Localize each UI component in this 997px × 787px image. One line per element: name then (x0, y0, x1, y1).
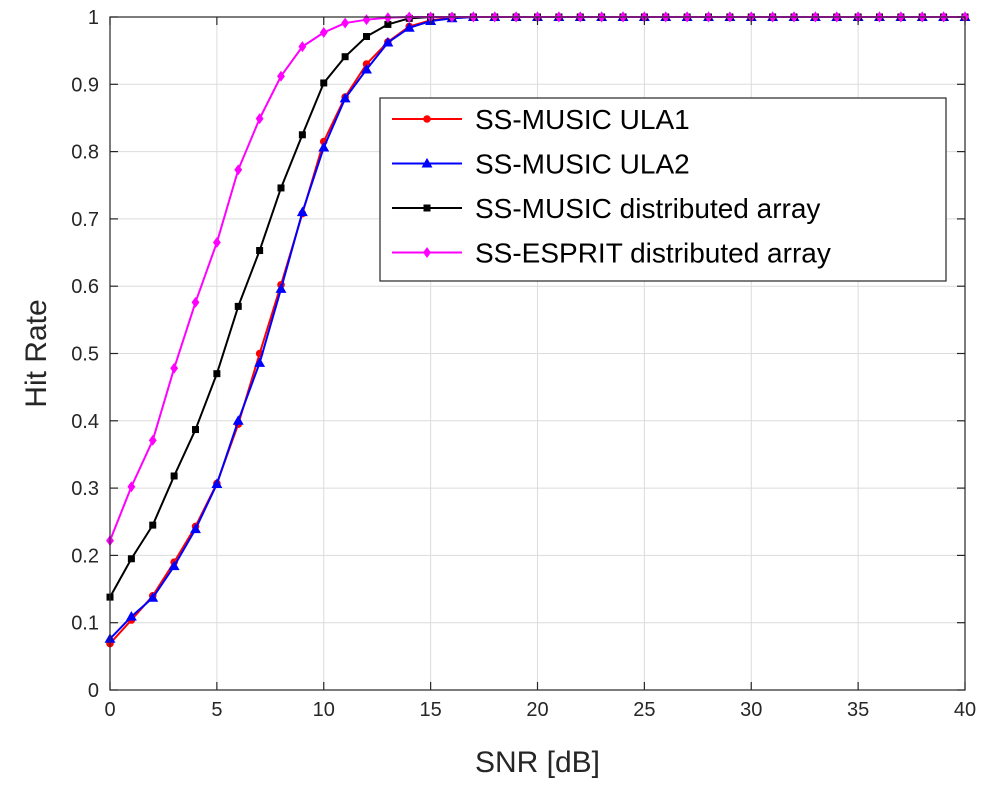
data-point (320, 79, 328, 87)
data-point (191, 296, 200, 308)
data-point (213, 370, 221, 378)
tick-labels: 0 5 10 15 20 25 30 35 40 0 0.1 0.2 0.3 0.4 0.5 0.6 0.7 0.… (71, 7, 976, 721)
data-point (234, 302, 242, 310)
x-tick-label: 40 (954, 699, 976, 721)
data-point (168, 560, 180, 571)
y-tick-label: 0.5 (71, 344, 99, 366)
data-point (211, 478, 223, 489)
data-point (147, 592, 159, 602)
legend-box (379, 97, 947, 282)
x-tick-label: 15 (420, 699, 442, 721)
data-point (341, 17, 350, 29)
ticks (109, 16, 966, 691)
legend-marker (423, 115, 431, 123)
data-point (277, 70, 285, 82)
y-tick-label: 0.7 (71, 209, 99, 231)
data-point (234, 164, 243, 176)
data-point (149, 521, 157, 529)
y-tick-label: 0.6 (71, 276, 99, 298)
data-point (363, 33, 370, 41)
x-axis-label: SNR [dB] (475, 746, 600, 779)
data-point (192, 426, 199, 434)
data-point (127, 555, 135, 563)
legend-marker (423, 204, 431, 212)
data-point (190, 523, 201, 534)
y-tick-label: 0.2 (71, 545, 99, 567)
x-tick-label: 10 (313, 699, 335, 721)
data-point (254, 357, 266, 367)
x-tick-label: 30 (740, 699, 762, 721)
data-point (125, 611, 137, 621)
data-point (339, 92, 351, 103)
data-point (127, 481, 136, 493)
legend-label: SS-MUSIC ULA1 (475, 104, 690, 135)
data-point (275, 283, 287, 293)
data-point (212, 236, 221, 248)
y-axis-label: Hit Rate (20, 299, 53, 407)
legend-label: SS-MUSIC distributed array (475, 193, 820, 224)
data-point (319, 27, 328, 38)
legend-label: SS-ESPRIT distributed array (475, 238, 831, 269)
legend-marker (421, 157, 433, 168)
data-point (298, 131, 306, 139)
data-point (170, 472, 178, 480)
y-tick-label: 0.3 (71, 478, 99, 500)
legend-marker (423, 247, 431, 258)
data-point (318, 141, 330, 152)
y-tick-label: 0.4 (71, 411, 99, 433)
data-point (170, 362, 179, 374)
data-point (277, 184, 285, 192)
y-tick-label: 0.1 (71, 613, 99, 635)
x-tick-label: 20 (526, 699, 548, 721)
x-tick-label: 25 (633, 699, 655, 721)
x-tick-label: 0 (104, 699, 115, 721)
data-point (232, 415, 244, 425)
data-point (256, 247, 264, 255)
data-point (255, 113, 264, 125)
data-point (361, 63, 372, 74)
data-point (382, 36, 394, 47)
legend: SS-MUSIC ULA1 SS-MUSIC ULA2 SS-MUSIC distr… (379, 97, 947, 282)
data-point (148, 434, 157, 446)
x-tick-label: 35 (847, 699, 869, 721)
legend-label: SS-MUSIC ULA2 (475, 149, 690, 180)
y-tick-label: 0.9 (71, 74, 99, 96)
y-tick-label: 0 (88, 680, 99, 702)
y-tick-label: 0.8 (71, 142, 99, 164)
y-tick-label: 1 (88, 7, 99, 29)
data-point (383, 12, 392, 24)
data-point (298, 41, 307, 53)
data-point (296, 206, 308, 217)
data-point (341, 53, 349, 61)
data-point (403, 22, 415, 32)
x-tick-label: 5 (211, 699, 222, 721)
